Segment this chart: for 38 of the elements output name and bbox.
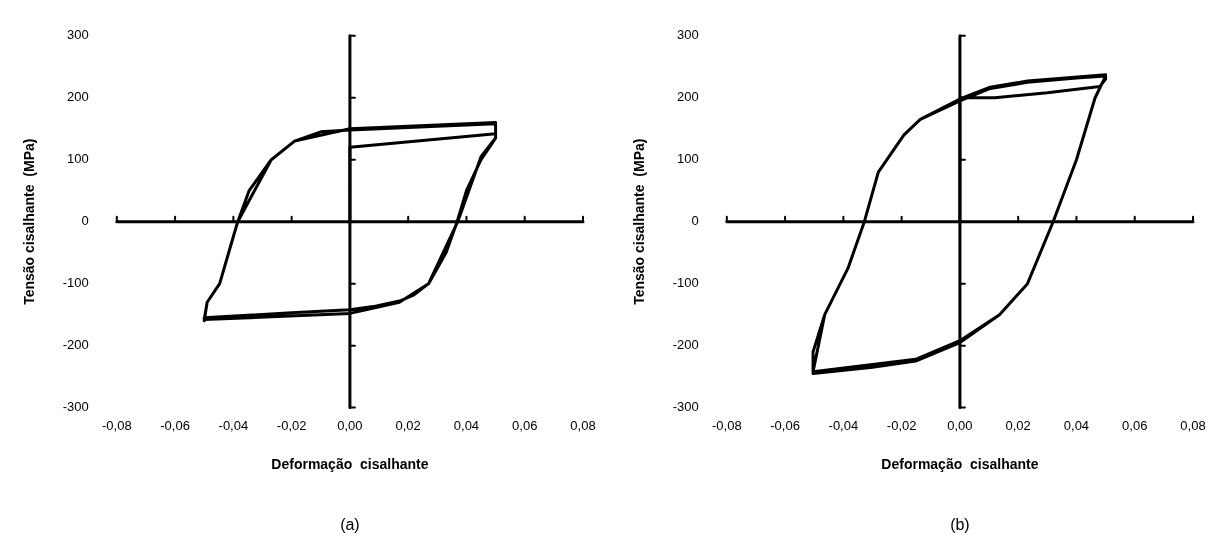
- y-tick-label: 300: [67, 27, 89, 43]
- x-tick-label: -0,04: [218, 417, 249, 433]
- y-tick-label: 0: [81, 213, 89, 229]
- y-tick-label: -100: [672, 275, 699, 291]
- x-tick-label: 0,04: [1063, 417, 1090, 433]
- x-tick-label: 0,08: [570, 417, 596, 433]
- x-tick-label: -0,06: [160, 417, 190, 433]
- y-axis-title: Tensão cisalhante (MPa): [21, 138, 38, 305]
- y-tick-label: -100: [62, 275, 89, 291]
- y-tick-label: 100: [67, 151, 89, 167]
- x-axis-title: Deformação cisalhante: [271, 456, 429, 473]
- x-tick-label: -0,02: [886, 417, 917, 433]
- y-tick-label: 100: [677, 151, 699, 167]
- y-tick-label: -200: [62, 337, 89, 353]
- y-tick-label: -200: [672, 337, 699, 353]
- x-tick-label: 0,06: [1122, 417, 1148, 433]
- y-tick-label: 200: [677, 89, 699, 105]
- x-tick-label: 0,00: [947, 417, 973, 433]
- y-axis-title: Tensão cisalhante (MPa): [631, 138, 648, 305]
- y-tick-label: -300: [62, 399, 89, 415]
- x-tick-label: -0,06: [770, 417, 800, 433]
- x-tick-label: 0,00: [337, 417, 363, 433]
- x-tick-label: -0,08: [712, 417, 742, 433]
- x-tick-label: 0,04: [453, 417, 480, 433]
- x-axis-title: Deformação cisalhante: [881, 456, 1039, 473]
- x-tick-label: 0,08: [1180, 417, 1206, 433]
- y-tick-label: -300: [672, 399, 699, 415]
- x-tick-label: 0,02: [395, 417, 421, 433]
- y-tick-label: 200: [67, 89, 89, 105]
- x-tick-label: 0,06: [512, 417, 538, 433]
- y-tick-label: 300: [677, 27, 699, 43]
- text: (a): [340, 516, 360, 534]
- x-tick-label: -0,04: [828, 417, 859, 433]
- x-tick-label: 0,02: [1005, 417, 1031, 433]
- y-tick-label: 0: [691, 213, 699, 229]
- text: (b): [950, 516, 970, 534]
- x-tick-label: -0,08: [102, 417, 132, 433]
- x-tick-label: -0,02: [276, 417, 307, 433]
